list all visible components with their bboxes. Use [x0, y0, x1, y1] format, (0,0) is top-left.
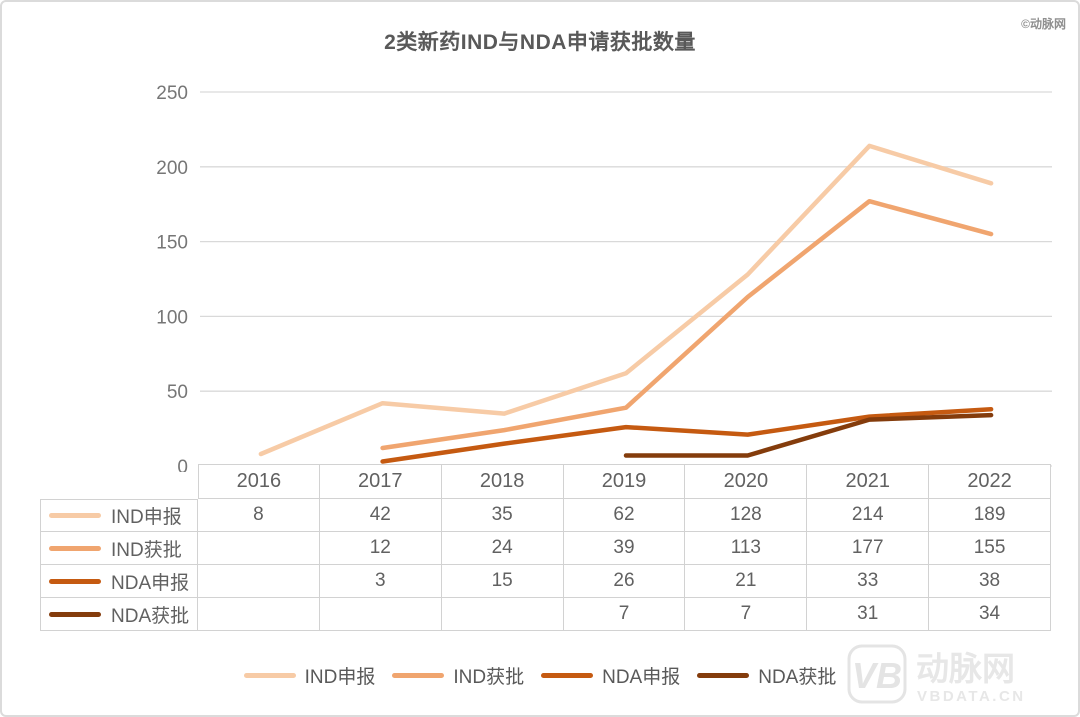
- row-header-IND申报: IND申报: [40, 499, 198, 532]
- row-label: NDA获批: [111, 605, 190, 627]
- table-value: [198, 532, 320, 565]
- vbdata-watermark: VB 动脉网 VBDATA.CN: [846, 642, 1074, 711]
- table-value: 7: [685, 598, 808, 631]
- legend-swatch-IND申报: [243, 673, 296, 678]
- table-value: 31: [807, 598, 930, 631]
- line-chart: 0 50 100 150 200 250: [156, 83, 1052, 472]
- series-line-IND申报: [258, 143, 994, 457]
- year-header: 2022: [929, 464, 1051, 499]
- y-axis-tick-label: 100: [156, 307, 188, 328]
- row-swatch-IND申报: [49, 513, 101, 518]
- y-axis-tick-label: 250: [156, 83, 188, 104]
- table-value: [441, 598, 564, 631]
- y-axis-tick-label: 50: [167, 382, 188, 403]
- legend-item-NDA申报: NDA申报: [541, 662, 680, 689]
- legend-swatch-NDA获批: [697, 673, 750, 678]
- chart-legend: IND申报 IND获批 NDA申报 NDA获批: [2, 662, 1078, 689]
- legend-item-IND获批: IND获批: [392, 662, 524, 689]
- table-value: [198, 598, 320, 631]
- table-value: 35: [441, 499, 564, 532]
- chart-title: 2类新药IND与NDA申请获批数量: [384, 31, 696, 54]
- row-label: NDA申报: [111, 572, 190, 594]
- legend-swatch-IND获批: [392, 673, 445, 678]
- row-header-IND获批: IND获批: [40, 532, 198, 565]
- year-header: 2018: [441, 464, 564, 499]
- year-header: 2017: [319, 464, 442, 499]
- table-value: 21: [685, 565, 808, 598]
- table-value: [198, 565, 320, 598]
- table-value: 177: [807, 532, 930, 565]
- table-value: 113: [685, 532, 808, 565]
- y-axis-tick-label: 150: [156, 233, 188, 254]
- legend-label: NDA申报: [602, 667, 681, 688]
- table-value: 38: [929, 565, 1051, 598]
- watermark-name: 动脉网: [916, 650, 1015, 687]
- year-header: 2021: [807, 464, 930, 499]
- legend-swatch-NDA申报: [541, 673, 594, 678]
- table-value: 62: [563, 499, 686, 532]
- row-header-NDA获批: NDA获批: [40, 598, 198, 631]
- row-label: IND获批: [111, 539, 182, 561]
- row-label: IND申报: [111, 507, 182, 528]
- vb-logo-frame: [847, 644, 907, 704]
- table-value: 3: [319, 565, 442, 598]
- table-value: 15: [441, 565, 564, 598]
- series-line-NDA申报: [380, 406, 994, 464]
- table-value: 39: [563, 532, 686, 565]
- table-value: 42: [319, 499, 442, 532]
- table-value: 26: [563, 565, 686, 598]
- table-value: 155: [929, 532, 1051, 565]
- legend-item-IND申报: IND申报: [243, 662, 376, 689]
- table-value: 7: [563, 598, 686, 631]
- legend-label: IND申报: [304, 667, 376, 688]
- year-header: 2020: [685, 464, 808, 499]
- year-header: 2019: [563, 464, 686, 499]
- row-swatch-NDA获批: [49, 611, 101, 617]
- table-value: 12: [319, 532, 442, 565]
- row-swatch-IND获批: [49, 545, 101, 551]
- watermark-site: VBDATA.CN: [917, 688, 1026, 705]
- table-value: 33: [807, 565, 930, 598]
- vb-logo-icon: VB: [852, 655, 902, 696]
- table-value: 8: [198, 499, 320, 532]
- table-value: 189: [929, 499, 1051, 532]
- copyright-watermark: ©动脉网: [1021, 17, 1066, 31]
- row-header-NDA申报: NDA申报: [40, 565, 198, 598]
- series-line-NDA获批: [623, 412, 994, 458]
- year-header: 2016: [198, 464, 320, 499]
- series-line-IND获批: [380, 198, 994, 451]
- table-value: [319, 598, 442, 631]
- y-axis-tick-label: 0: [177, 457, 188, 472]
- y-axis-tick-label: 200: [156, 158, 188, 179]
- legend-label: NDA获批: [758, 667, 837, 688]
- table-value: 128: [685, 499, 808, 532]
- table-corner-spacer: [40, 464, 198, 497]
- table-value: 24: [441, 532, 564, 565]
- legend-item-NDA获批: NDA获批: [697, 662, 836, 689]
- row-swatch-NDA申报: [49, 578, 101, 584]
- data-table: 2016 2017 2018 2019 2020 2021 2022 IND申报 8 42 35 62…: [40, 464, 1051, 631]
- table-value: 34: [929, 598, 1051, 631]
- table-value: 214: [807, 499, 930, 532]
- legend-label: IND获批: [453, 667, 525, 688]
